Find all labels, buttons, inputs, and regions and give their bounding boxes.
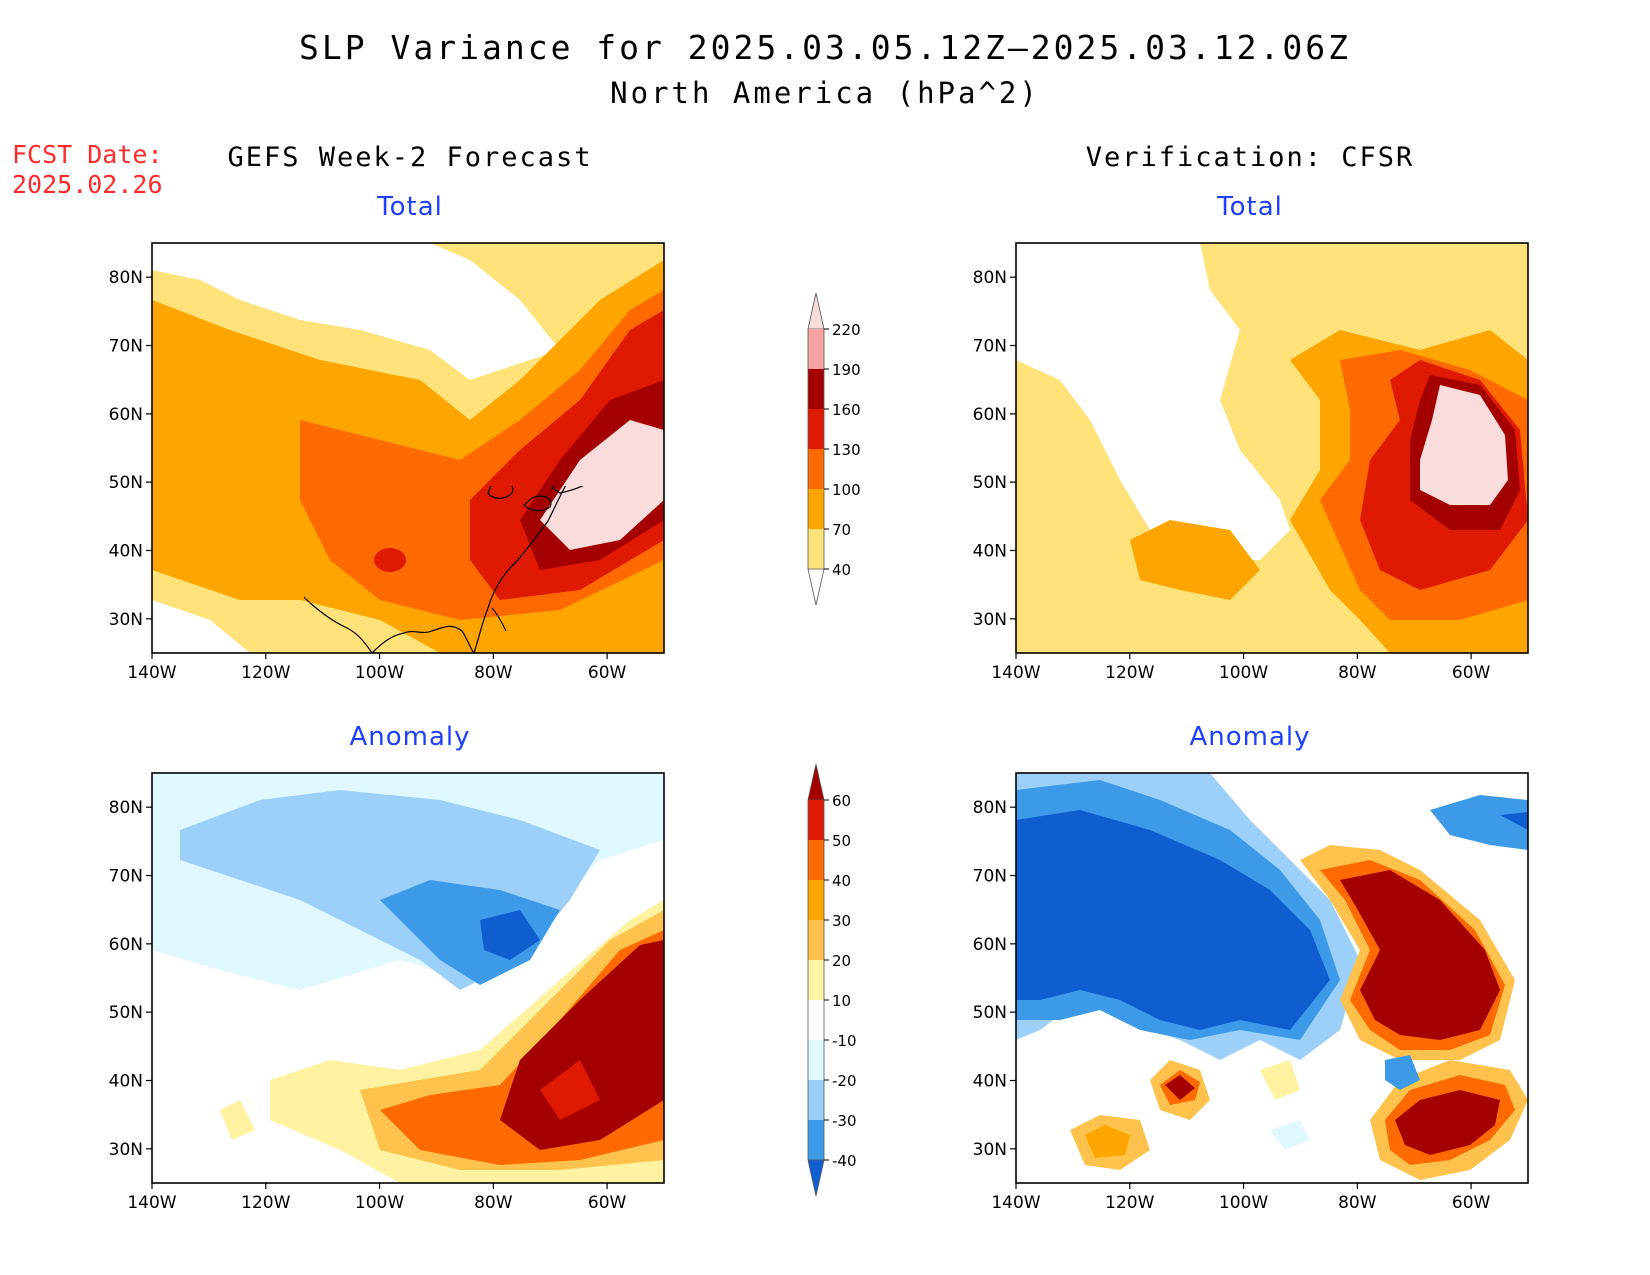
colorbar-swatch [808, 449, 824, 489]
map-panel-forecast-anomaly [151, 772, 665, 1184]
lon-tick-label: 140W [127, 663, 176, 683]
figure-title: SLP Variance for 2025.03.05.12Z–2025.03.… [299, 28, 1351, 67]
colorbar-swatch [808, 409, 824, 449]
fcst-date-label: FCST Date: [12, 140, 163, 169]
colorbar-level-label: -20 [832, 1072, 857, 1090]
colorbar-level-label: -40 [832, 1152, 857, 1170]
lon-tick-label: 80W [474, 1193, 513, 1213]
colorbar-level-label: 70 [832, 521, 851, 539]
lat-tick-label: 40N [973, 1072, 1007, 1092]
lat-tick-label: 50N [109, 1003, 143, 1023]
lon-tick-label: 120W [1105, 1193, 1154, 1213]
panel-label-verification-anomaly: Anomaly [1189, 722, 1311, 752]
colorbar-swatch [808, 960, 824, 1000]
colorbar-swatch [808, 489, 824, 529]
lon-tick-label: 60W [1452, 663, 1491, 683]
lon-tick-label: 120W [241, 1193, 290, 1213]
lat-tick-label: 70N [973, 867, 1007, 887]
lat-tick-label: 40N [973, 542, 1007, 562]
map-axes: 80N 70N 60N 50N 40N 30N 140W 120W 100W 80W 60W 80N 7… [109, 268, 1491, 1213]
lat-tick-label: 80N [109, 798, 143, 818]
colorbar-level-label: 30 [832, 912, 851, 930]
colorbar-level-label: 220 [832, 321, 861, 339]
colorbar-level-label: 10 [832, 992, 851, 1010]
colorbar-swatch [808, 329, 824, 369]
left-column-title: GEFS Week-2 Forecast [227, 142, 593, 173]
colorbar-level-label: 20 [832, 952, 851, 970]
colorbar-swatch [808, 800, 824, 840]
map-panel-verification-total [1015, 242, 1529, 654]
lat-tick-label: 30N [109, 610, 143, 630]
colorbar-level-label: 40 [832, 561, 851, 579]
fcst-date-value: 2025.02.26 [12, 170, 163, 199]
colorbar-bottom-arrow [807, 568, 825, 606]
panel-label-verification-total: Total [1217, 192, 1283, 222]
lon-tick-label: 60W [588, 1193, 627, 1213]
lon-tick-label: 100W [1219, 663, 1268, 683]
colorbar-level-label: 60 [832, 792, 851, 810]
lon-tick-label: 100W [355, 663, 404, 683]
lat-tick-label: 80N [109, 268, 143, 288]
lat-tick-label: 70N [973, 337, 1007, 357]
colorbar-swatch [808, 1080, 824, 1120]
lat-tick-label: 30N [109, 1140, 143, 1160]
anomaly-colorbar: 60 50 40 30 20 10 -10 -20 -30 -40 [807, 763, 857, 1197]
right-column-title: Verification: CFSR [1085, 142, 1415, 173]
map-panel-verification-anomaly [1015, 772, 1529, 1184]
colorbar-swatch [808, 920, 824, 960]
lon-tick-label: 60W [1452, 1193, 1491, 1213]
lat-tick-label: 30N [973, 610, 1007, 630]
total-colorbar: 220 190 160 130 100 70 40 [807, 292, 861, 606]
lon-tick-label: 100W [1219, 1193, 1268, 1213]
lon-tick-label: 140W [991, 1193, 1040, 1213]
lat-tick-label: 50N [973, 473, 1007, 493]
colorbar-level-label: -30 [832, 1112, 857, 1130]
colorbar-level-label: 40 [832, 872, 851, 890]
lat-tick-label: 60N [973, 935, 1007, 955]
lon-tick-label: 80W [1338, 1193, 1377, 1213]
lat-tick-label: 60N [109, 935, 143, 955]
lon-tick-label: 120W [241, 663, 290, 683]
colorbar-swatch [808, 1120, 824, 1160]
colorbar-level-label: -10 [832, 1032, 857, 1050]
lat-tick-label: 70N [109, 337, 143, 357]
colorbar-level-label: 130 [832, 441, 861, 459]
lat-tick-label: 40N [109, 542, 143, 562]
lat-tick-label: 50N [973, 1003, 1007, 1023]
colorbar-swatch [808, 369, 824, 409]
lon-tick-label: 120W [1105, 663, 1154, 683]
colorbar-swatch [808, 529, 824, 569]
lat-tick-label: 60N [973, 405, 1007, 425]
colorbar-level-label: 190 [832, 361, 861, 379]
colorbar-swatch [808, 1000, 824, 1040]
lat-tick-label: 40N [109, 1072, 143, 1092]
colorbar-swatch [808, 880, 824, 920]
colorbar-top-arrow [807, 292, 825, 330]
colorbar-level-label: 50 [832, 832, 851, 850]
lat-tick-label: 70N [109, 867, 143, 887]
colorbar-swatch [808, 840, 824, 880]
lon-tick-label: 60W [588, 663, 627, 683]
fcst-date: FCST Date: 2025.02.26 [12, 140, 163, 200]
lat-tick-label: 50N [109, 473, 143, 493]
map-panel-forecast-total [151, 242, 665, 654]
lon-tick-label: 140W [127, 1193, 176, 1213]
panel-label-forecast-total: Total [377, 192, 443, 222]
panel-label-forecast-anomaly: Anomaly [349, 722, 471, 752]
lat-tick-label: 30N [973, 1140, 1007, 1160]
colorbar-swatch [808, 1040, 824, 1080]
lat-tick-label: 80N [973, 798, 1007, 818]
lon-tick-label: 80W [1338, 663, 1377, 683]
colorbar-level-label: 100 [832, 481, 861, 499]
lon-tick-label: 100W [355, 1193, 404, 1213]
lon-tick-label: 80W [474, 663, 513, 683]
colorbar-top-arrow [807, 763, 825, 801]
figure-subtitle: North America (hPa^2) [610, 76, 1040, 110]
lon-tick-label: 140W [991, 663, 1040, 683]
lat-tick-label: 60N [109, 405, 143, 425]
lat-tick-label: 80N [973, 268, 1007, 288]
colorbar-bottom-arrow [807, 1159, 825, 1197]
colorbar-level-label: 160 [832, 401, 861, 419]
